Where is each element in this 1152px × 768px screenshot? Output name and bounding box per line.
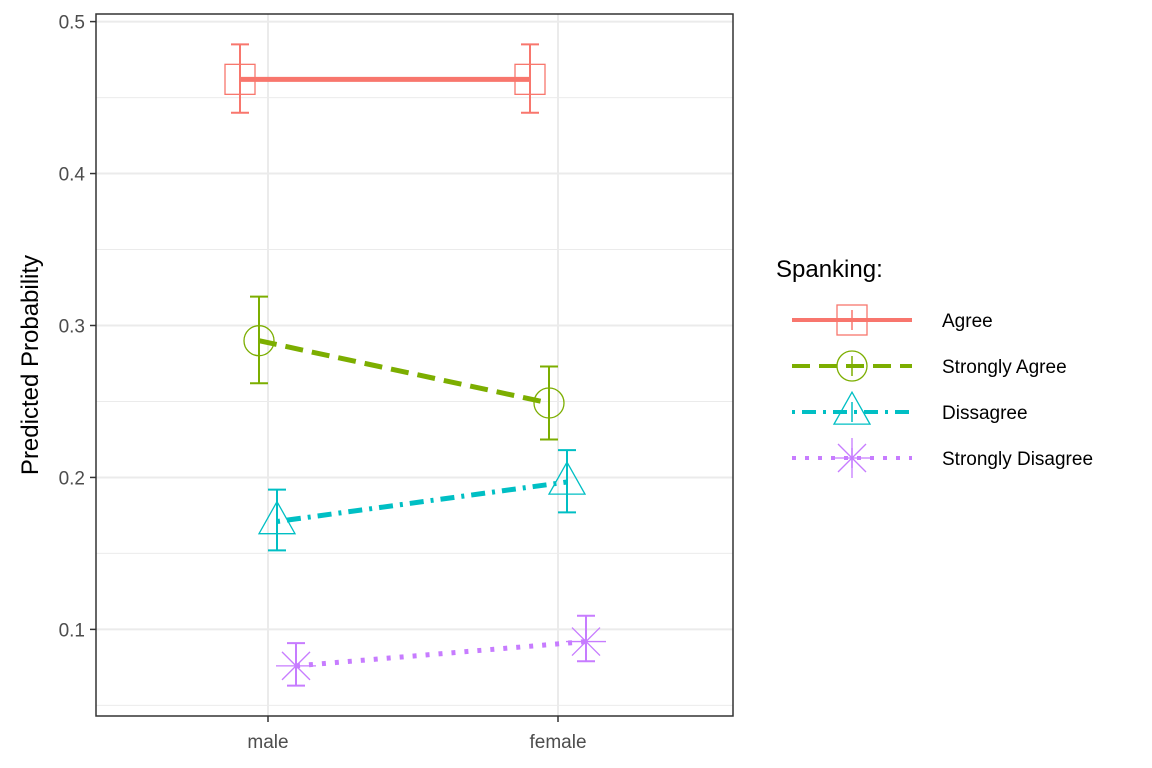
legend: Spanking: Agree Strongly Agree Dissagree Str… [776, 256, 1093, 478]
axes: 0.1 0.2 0.3 0.4 0.5 male female Predicted Proba… [17, 13, 734, 753]
legend-key-shape [836, 304, 868, 336]
series-line [276, 479, 568, 524]
data-point [243, 325, 275, 357]
data-point [257, 500, 297, 535]
series-strongly-disagree [276, 614, 606, 687]
series-strongly-agree [243, 295, 565, 441]
legend-label: Dissagree [942, 403, 1028, 424]
series-line [295, 639, 587, 669]
data-point [547, 460, 587, 495]
data-point [224, 63, 256, 95]
x-tick-label: female [529, 732, 586, 753]
legend-item-strongly-agree: Strongly Agree [792, 350, 1067, 382]
data-point [276, 645, 316, 686]
error-bar [521, 43, 539, 114]
y-tick-label: 0.3 [59, 316, 85, 337]
x-tick-label: male [247, 732, 288, 753]
legend-item-strongly-disagree: Strongly Disagree [792, 438, 1093, 478]
series-dissagree [257, 449, 587, 552]
y-tick-label: 0.2 [59, 468, 85, 489]
legend-label: Agree [942, 311, 993, 332]
legend-key-shape [832, 390, 872, 425]
legend-label: Strongly Disagree [942, 449, 1093, 470]
y-tick-label: 0.1 [59, 620, 85, 641]
legend-item-agree: Agree [792, 304, 993, 336]
legend-title: Spanking: [776, 256, 883, 283]
data-point [533, 387, 565, 419]
legend-item-dissagree: Dissagree [792, 390, 1028, 425]
error-bar [558, 449, 576, 514]
data-point [566, 621, 606, 662]
series-line [258, 338, 550, 406]
y-tick-label: 0.5 [59, 13, 85, 34]
plot-area [96, 14, 733, 716]
error-bar [268, 488, 286, 552]
error-bar [250, 295, 268, 385]
error-bar [540, 365, 558, 441]
y-axis-title: Predicted Probability [17, 255, 44, 475]
data-point [514, 63, 546, 95]
series-agree [224, 43, 546, 114]
legend-key-shape [832, 438, 872, 478]
error-bar [231, 43, 249, 114]
legend-key-shape [836, 350, 868, 382]
panel-border [95, 13, 734, 717]
y-tick-label: 0.4 [59, 165, 86, 186]
legend-label: Strongly Agree [942, 357, 1067, 378]
